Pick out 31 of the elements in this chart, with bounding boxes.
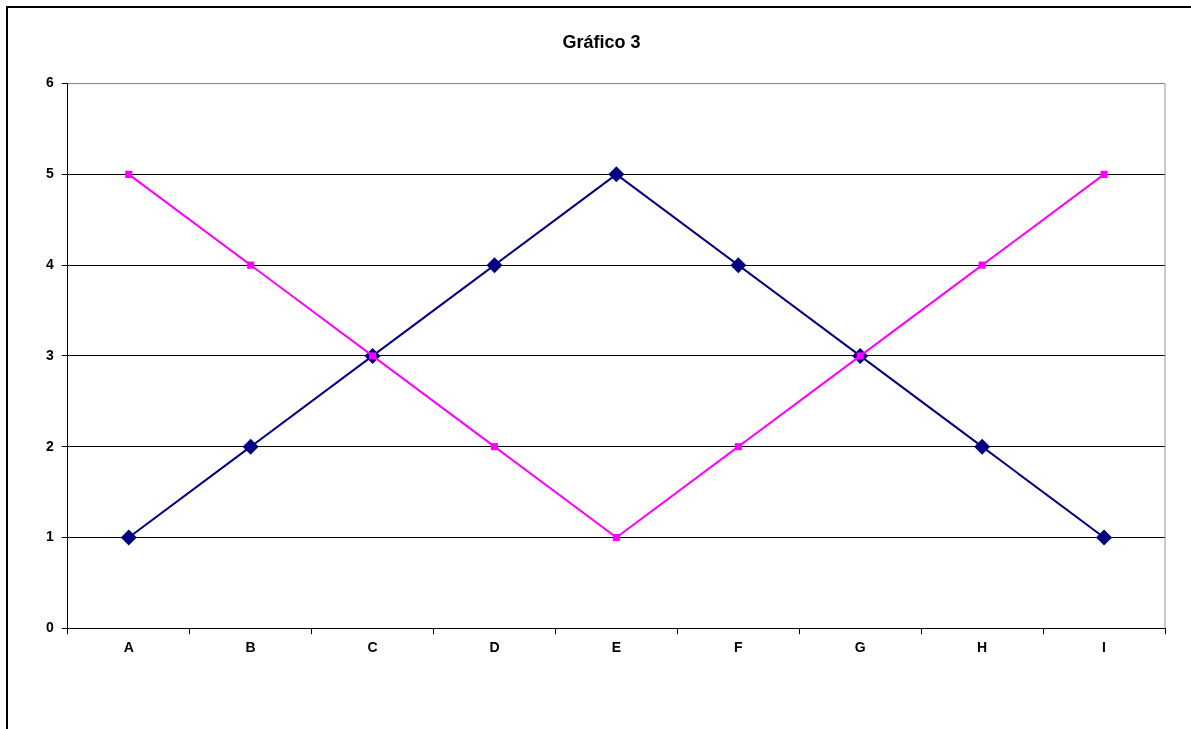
x-tick-label: B [245,639,256,656]
x-tick-label: C [367,639,378,656]
point [242,438,259,455]
point [978,261,986,269]
point [490,443,499,451]
point [1096,529,1113,546]
y-tick-label: 6 [45,74,54,91]
x-tick-label: D [489,639,500,656]
y-tick-label: 2 [45,437,54,454]
point [974,438,991,455]
y-tick-label: 3 [45,346,54,363]
x-tick-label: G [854,639,866,656]
y-tick-label: 5 [45,165,54,182]
x-tick-label: H [977,639,988,656]
y-tick-label: 4 [45,255,54,272]
x-tick-label: E [611,639,622,656]
y-tick-label: 0 [45,619,54,636]
point [125,170,133,178]
point [120,529,137,546]
point [730,257,747,274]
point [734,443,742,451]
chart-title: Gráfico 3 [562,31,641,52]
x-tick-label: I [1102,639,1106,656]
point [612,533,620,541]
point [608,166,625,183]
y-tick-label: 1 [45,528,54,545]
x-tick-label: F [734,639,744,656]
point [486,257,503,274]
point [1100,170,1108,178]
point [247,261,255,269]
x-tick-label: A [123,639,134,656]
